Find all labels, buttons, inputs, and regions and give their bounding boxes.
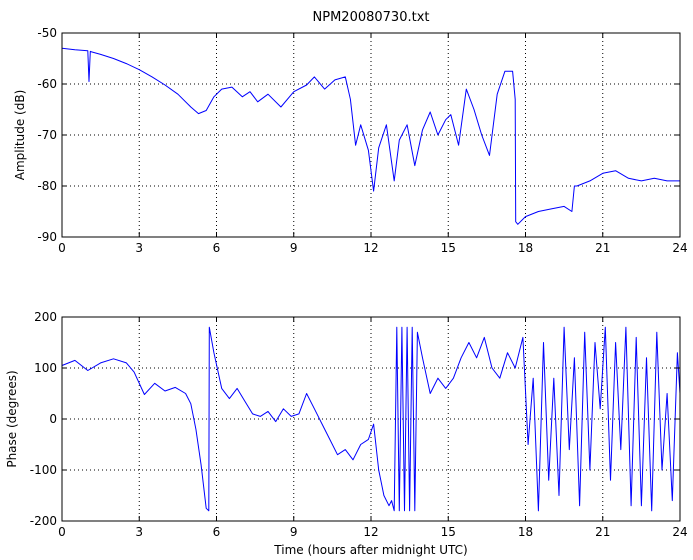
x-axis-label: Time (hours after midnight UTC) — [273, 543, 467, 557]
phase-grid — [62, 317, 680, 521]
amplitude-x-tick-label: 9 — [290, 241, 298, 255]
phase-ticks: 0 3 6 9 12 15 18 21 24 200 100 0 -100 -200 — [30, 310, 688, 539]
phase-y-tick-label: -200 — [30, 514, 57, 528]
phase-x-tick-label: 12 — [363, 525, 378, 539]
amplitude-x-tick-label: 15 — [441, 241, 456, 255]
amplitude-y-tick-label: -70 — [37, 128, 57, 142]
phase-line — [61, 326, 681, 512]
amplitude-y-tick-label: -80 — [37, 179, 57, 193]
phase-x-tick-label: 15 — [441, 525, 456, 539]
amplitude-y-tick-label: -90 — [37, 230, 57, 244]
amplitude-y-tick-label: -60 — [37, 77, 57, 91]
amplitude-line — [61, 47, 680, 225]
phase-x-tick-label: 21 — [595, 525, 610, 539]
phase-x-tick-label: 6 — [213, 525, 221, 539]
phase-x-tick-label: 9 — [290, 525, 298, 539]
amplitude-x-tick-label: 24 — [672, 241, 687, 255]
amplitude-x-tick-label: 6 — [213, 241, 221, 255]
amplitude-x-tick-label: 21 — [595, 241, 610, 255]
chart-title: NPM20080730.txt — [313, 10, 430, 25]
amplitude-panel: 0 3 6 9 12 15 18 21 24 -50 -60 -70 -80 -90 NPM2008073… — [13, 10, 688, 255]
phase-y-tick-label: 0 — [49, 412, 57, 426]
phase-y-tick-label: 200 — [34, 310, 57, 324]
amplitude-ticks: 0 3 6 9 12 15 18 21 24 -50 -60 -70 -80 -90 — [37, 26, 687, 255]
amplitude-y-axis-label: Amplitude (dB) — [13, 90, 27, 181]
amplitude-x-tick-label: 18 — [518, 241, 533, 255]
phase-y-tick-label: 100 — [34, 361, 57, 375]
phase-panel: 0 3 6 9 12 15 18 21 24 200 100 0 -100 -200 Phase (deg… — [5, 310, 688, 557]
phase-y-tick-label: -100 — [30, 463, 57, 477]
amplitude-y-tick-label: -50 — [37, 26, 57, 40]
phase-y-axis-label: Phase (degrees) — [5, 370, 19, 467]
phase-x-tick-label: 0 — [58, 525, 66, 539]
amplitude-x-tick-label: 12 — [363, 241, 378, 255]
phase-x-tick-label: 24 — [672, 525, 687, 539]
amplitude-grid — [62, 33, 680, 237]
phase-x-tick-label: 18 — [518, 525, 533, 539]
phase-x-tick-label: 3 — [135, 525, 143, 539]
amplitude-x-tick-label: 3 — [135, 241, 143, 255]
amplitude-x-tick-label: 0 — [58, 241, 66, 255]
